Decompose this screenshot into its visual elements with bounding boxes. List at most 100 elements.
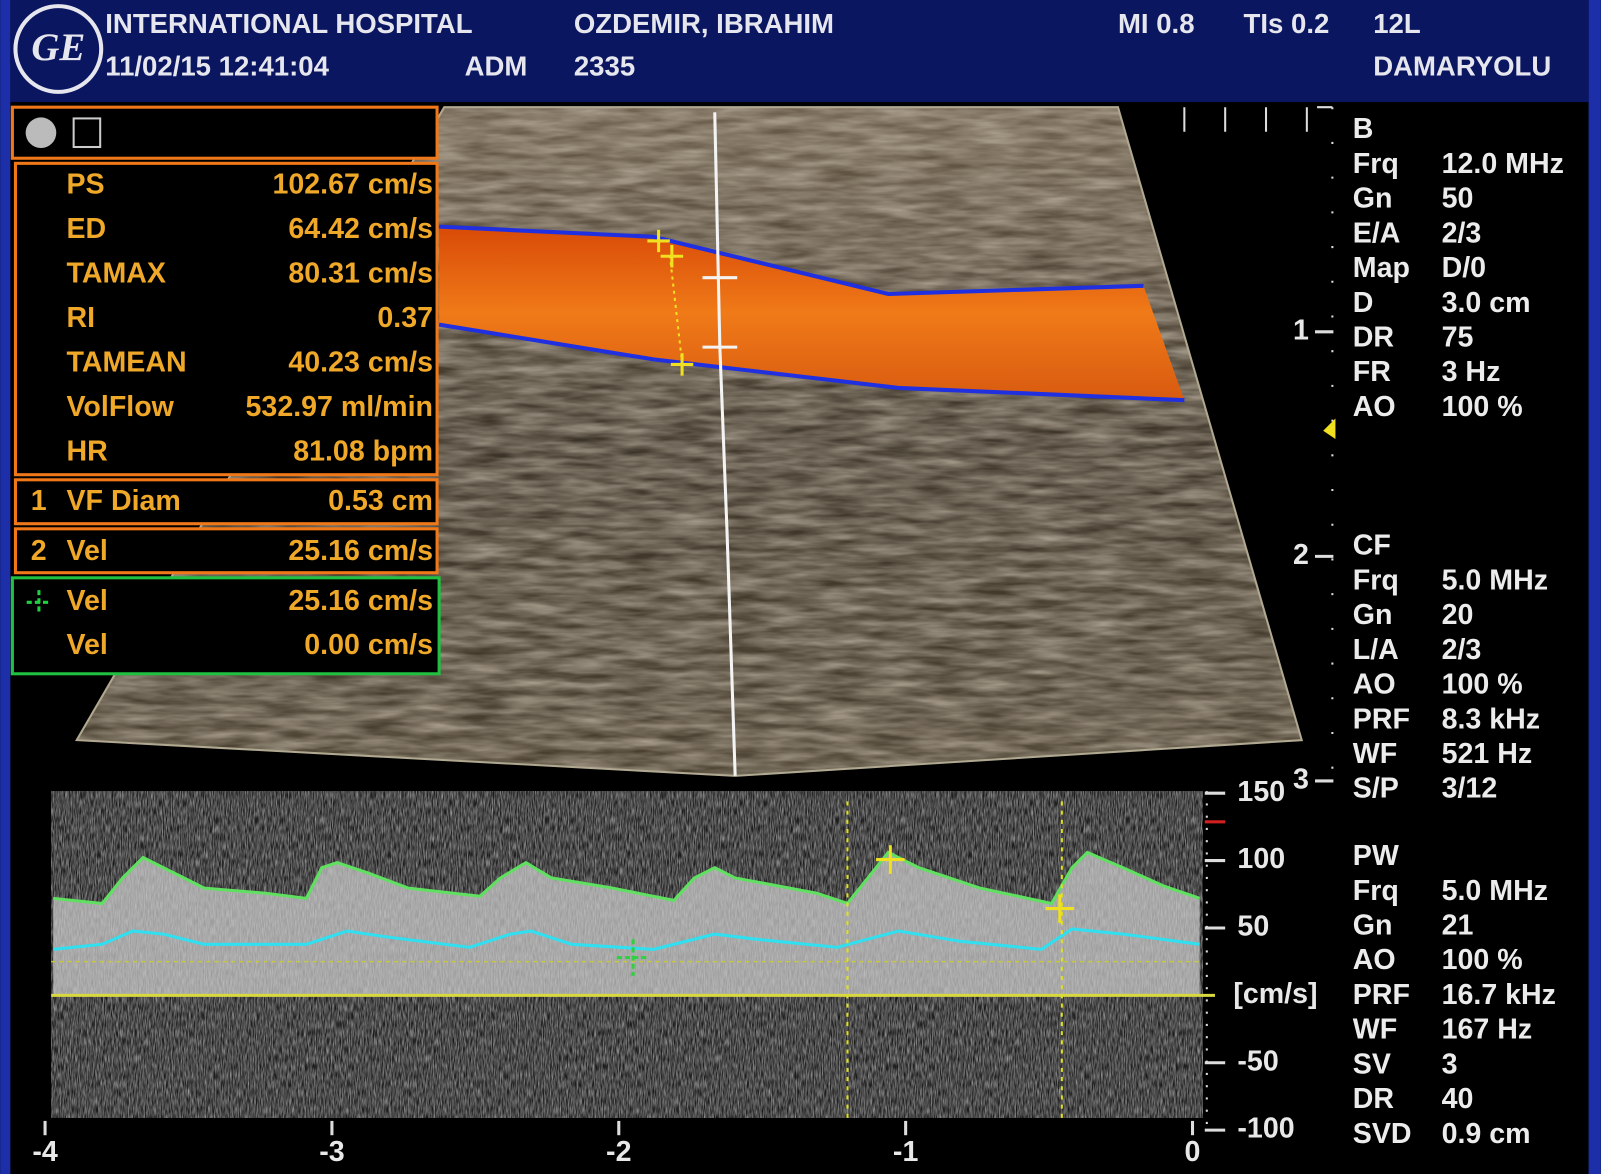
- caliper-value: 0.53 cm: [328, 485, 433, 517]
- mode-title: PW: [1353, 840, 1399, 872]
- param-label: PRF: [1353, 979, 1410, 1011]
- measurement-value: 0.37: [377, 302, 433, 334]
- param-label: D: [1353, 287, 1374, 319]
- param-value: 75: [1442, 321, 1474, 353]
- time-label: 0: [1185, 1136, 1201, 1168]
- param-value: 16.7 kHz: [1442, 979, 1556, 1011]
- spectrum: [51, 791, 1225, 1118]
- param-value: 8.3 kHz: [1442, 703, 1541, 735]
- time-label: -2: [606, 1136, 631, 1168]
- param-value: 3/12: [1442, 773, 1498, 805]
- mode-title: CF: [1353, 530, 1391, 562]
- param-label: DR: [1353, 1083, 1395, 1115]
- caliper-label: Vel: [66, 535, 107, 567]
- param-value: 50: [1442, 183, 1474, 215]
- measurement-label: RI: [66, 302, 95, 334]
- param-label: SV: [1353, 1048, 1391, 1080]
- measurement-label: TAMAX: [66, 257, 165, 289]
- velocity-label: 100: [1237, 843, 1285, 875]
- measurement-label: HR: [66, 435, 108, 467]
- hospital-name: INTERNATIONAL HOSPITAL: [105, 8, 472, 39]
- mode-title: B: [1353, 113, 1374, 145]
- record-icon[interactable]: [26, 117, 57, 148]
- param-label: Frq: [1353, 875, 1399, 907]
- param-label: WF: [1353, 738, 1397, 770]
- param-label: DR: [1353, 321, 1395, 353]
- ultrasound-screen: GE PS102.67 cm/sED64.42 cm/sTAMAX80.3: [0, 0, 1601, 1174]
- param-value: 100 %: [1442, 391, 1523, 423]
- param-label: L/A: [1353, 634, 1399, 666]
- logo-text: GE: [31, 26, 85, 69]
- param-value: 2/3: [1442, 217, 1482, 249]
- measurement-label: VolFlow: [66, 391, 174, 423]
- param-value: 40: [1442, 1083, 1474, 1115]
- measurement-value: 40.23 cm/s: [288, 346, 433, 378]
- param-value: 20: [1442, 599, 1474, 631]
- time-label: -3: [319, 1136, 344, 1168]
- patient-name: OZDEMIR, IBRAHIM: [574, 8, 834, 39]
- velocity-unit: [cm/s]: [1233, 978, 1317, 1010]
- param-value: 2/3: [1442, 634, 1482, 666]
- velocity-label: -100: [1237, 1113, 1294, 1145]
- param-value: 3.0 cm: [1442, 287, 1531, 319]
- param-label: Gn: [1353, 599, 1393, 631]
- toolbar-box: [12, 107, 437, 158]
- measurement-value: 532.97 ml/min: [246, 391, 433, 423]
- time-label: -1: [893, 1136, 919, 1168]
- operator: ADM: [465, 51, 528, 82]
- param-value: 167 Hz: [1442, 1014, 1533, 1046]
- time-label: -4: [32, 1136, 58, 1168]
- measurement-label: PS: [66, 168, 104, 200]
- caliper-value: 25.16 cm/s: [288, 535, 433, 567]
- measurement-value: 102.67 cm/s: [272, 168, 433, 200]
- param-value: 3 Hz: [1442, 356, 1501, 388]
- param-label: FR: [1353, 356, 1391, 388]
- velocity-label: -50: [1237, 1045, 1278, 1077]
- param-value: 21: [1442, 909, 1474, 941]
- patient-id: 2335: [574, 51, 635, 82]
- param-label: Frq: [1353, 564, 1399, 596]
- probe: 12L: [1373, 8, 1420, 39]
- param-label: E/A: [1353, 217, 1401, 249]
- cursor-label: Vel: [66, 629, 107, 661]
- param-label: WF: [1353, 1014, 1397, 1046]
- cursor-value: 0.00 cm/s: [304, 629, 433, 661]
- param-value: 12.0 MHz: [1442, 148, 1564, 180]
- date-time: 11/02/15 12:41:04: [105, 51, 329, 82]
- mechanical-index: MI 0.8: [1118, 8, 1195, 39]
- param-value: 521 Hz: [1442, 738, 1533, 770]
- preset: DAMARYOLU: [1373, 51, 1551, 82]
- param-label: Gn: [1353, 909, 1393, 941]
- param-value: D/0: [1442, 252, 1486, 284]
- param-label: SVD: [1353, 1118, 1412, 1150]
- depth-label: 3: [1293, 764, 1309, 796]
- cursor-value: 25.16 cm/s: [288, 585, 433, 617]
- param-value: 100 %: [1442, 669, 1523, 701]
- param-label: Frq: [1353, 148, 1399, 180]
- param-label: PRF: [1353, 703, 1410, 735]
- param-label: AO: [1353, 391, 1396, 423]
- caliper-label: VF Diam: [66, 485, 180, 517]
- velocity-label: 50: [1237, 911, 1269, 943]
- velocity-label: 150: [1237, 776, 1285, 808]
- cursor-label: Vel: [66, 585, 107, 617]
- param-value: 5.0 MHz: [1442, 564, 1548, 596]
- measurement-value: 81.08 bpm: [293, 435, 433, 467]
- measurement-label: TAMEAN: [66, 346, 186, 378]
- param-label: S/P: [1353, 773, 1399, 805]
- param-value: 0.9 cm: [1442, 1118, 1531, 1150]
- param-label: AO: [1353, 944, 1396, 976]
- measurement-label: ED: [66, 213, 106, 245]
- thermal-index: TIs 0.2: [1244, 8, 1330, 39]
- param-value: 3: [1442, 1048, 1458, 1080]
- caliper-index: 1: [31, 485, 47, 517]
- param-label: Map: [1353, 252, 1410, 284]
- param-value: 100 %: [1442, 944, 1523, 976]
- param-label: AO: [1353, 669, 1396, 701]
- measurement-value: 64.42 cm/s: [288, 213, 433, 245]
- measurement-value: 80.31 cm/s: [288, 257, 433, 289]
- depth-label: 2: [1293, 539, 1309, 571]
- param-value: 5.0 MHz: [1442, 875, 1548, 907]
- depth-label: 1: [1293, 314, 1309, 346]
- caliper-index: 2: [31, 535, 47, 567]
